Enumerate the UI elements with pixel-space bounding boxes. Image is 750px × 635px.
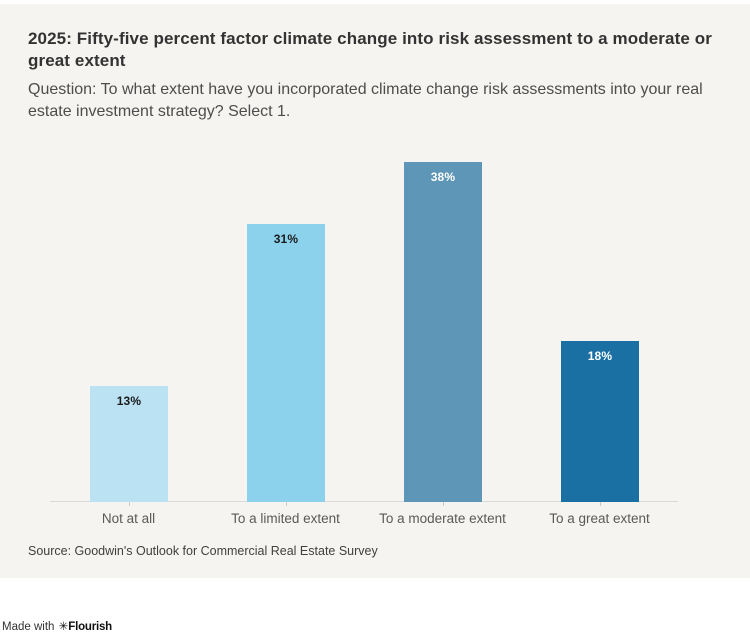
x-axis-tick (600, 502, 601, 506)
x-axis-tick (286, 502, 287, 506)
source-note: Source: Goodwin's Outlook for Commercial… (28, 544, 378, 558)
x-axis-line (50, 501, 678, 502)
chart-card: 2025: Fifty-five percent factor climate … (0, 4, 750, 578)
bar[interactable]: 31% (247, 224, 325, 502)
x-axis-category-label: To a great extent (549, 511, 650, 526)
chart-subtitle: Question: To what extent have you incorp… (28, 81, 703, 120)
bar-value-label: 38% (430, 170, 456, 184)
x-axis-category-label: To a moderate extent (379, 511, 506, 526)
x-axis-category-label: Not at all (101, 511, 156, 526)
flourish-logo-icon: ✳ (58, 621, 69, 633)
x-axis-tick (129, 502, 130, 506)
credit-brand-label: Flourish (68, 621, 113, 633)
bar[interactable]: 38% (404, 162, 482, 502)
bar[interactable]: 13% (90, 386, 168, 502)
chart-title: 2025: Fifty-five percent factor climate … (28, 29, 712, 70)
x-axis-tick (443, 502, 444, 506)
bar[interactable]: 18% (561, 341, 639, 502)
x-axis-category-label: To a limited extent (231, 511, 340, 526)
bar-chart-plot-area: 13% Not at all 31% To a limited extent 38% To… (50, 150, 678, 526)
bar-value-label: 13% (116, 394, 142, 408)
bar-value-label: 31% (273, 232, 299, 246)
bar-value-label: 18% (587, 349, 613, 363)
flourish-credit-link[interactable]: Made with ✳Flourish (2, 619, 112, 633)
credit-prefix: Made with (2, 621, 58, 633)
